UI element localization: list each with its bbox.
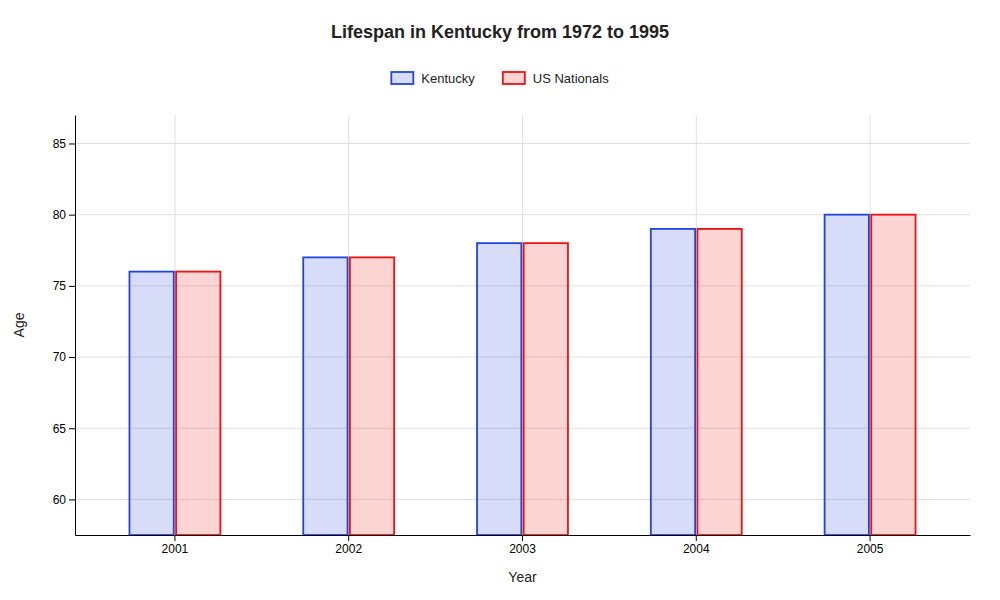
bar bbox=[524, 243, 568, 535]
x-tick-label: 2005 bbox=[857, 542, 884, 556]
plot-area: 2001 2002 2003 2004 2005 60 65 70 75 80 85 bbox=[53, 115, 971, 556]
y-tick-mark bbox=[69, 428, 75, 429]
chart-svg: 2001 2002 2003 2004 2005 60 65 70 75 80 85 Year Age L… bbox=[0, 0, 1000, 600]
x-tick-mark bbox=[696, 535, 697, 541]
y-tick-mark bbox=[69, 143, 75, 144]
y-tick: 60 bbox=[53, 493, 75, 507]
x-tick: 2002 bbox=[335, 535, 362, 556]
y-tick-label: 80 bbox=[53, 208, 67, 222]
y-tick: 80 bbox=[53, 208, 75, 222]
bar-series bbox=[176, 215, 915, 535]
x-tick-mark bbox=[870, 535, 871, 541]
y-tick-mark bbox=[69, 499, 75, 500]
bar bbox=[871, 215, 915, 535]
bar bbox=[825, 215, 869, 535]
grid bbox=[75, 115, 970, 535]
y-tick-label: 60 bbox=[53, 493, 67, 507]
chart-container: 2001 2002 2003 2004 2005 60 65 70 75 80 85 Year Age L… bbox=[0, 0, 1000, 600]
y-axis-line bbox=[75, 116, 76, 536]
y-tick: 75 bbox=[53, 279, 75, 293]
x-tick: 2004 bbox=[683, 535, 710, 556]
y-tick: 70 bbox=[53, 350, 75, 364]
y-tick: 65 bbox=[53, 422, 75, 436]
legend-label: US Nationals bbox=[533, 71, 609, 86]
legend: Kentucky US Nationals bbox=[391, 71, 609, 86]
bar bbox=[303, 257, 347, 535]
y-tick: 85 bbox=[53, 137, 75, 151]
y-axis: 60 65 70 75 80 85 bbox=[53, 116, 76, 536]
bar bbox=[350, 257, 394, 535]
x-tick-label: 2003 bbox=[509, 542, 536, 556]
legend-swatch bbox=[391, 72, 413, 84]
y-tick-label: 70 bbox=[53, 350, 67, 364]
y-tick-label: 85 bbox=[53, 137, 67, 151]
bar bbox=[129, 272, 173, 535]
y-tick-label: 75 bbox=[53, 279, 67, 293]
x-tick-mark bbox=[522, 535, 523, 541]
bar-series bbox=[129, 215, 868, 535]
y-tick-label: 65 bbox=[53, 422, 67, 436]
x-tick-mark bbox=[348, 535, 349, 541]
x-axis-title: Year bbox=[508, 569, 537, 585]
y-tick-mark bbox=[69, 286, 75, 287]
y-axis-title: Age bbox=[11, 312, 27, 337]
x-tick-label: 2002 bbox=[335, 542, 362, 556]
x-tick: 2005 bbox=[857, 535, 884, 556]
x-tick: 2003 bbox=[509, 535, 536, 556]
y-tick-mark bbox=[69, 357, 75, 358]
x-tick-label: 2004 bbox=[683, 542, 710, 556]
bars bbox=[129, 215, 915, 535]
bar bbox=[651, 229, 695, 535]
x-tick-mark bbox=[174, 535, 175, 541]
y-tick-mark bbox=[69, 215, 75, 216]
legend-item: Kentucky bbox=[391, 71, 475, 86]
x-tick: 2001 bbox=[162, 535, 189, 556]
x-tick-label: 2001 bbox=[162, 542, 189, 556]
chart-title: Lifespan in Kentucky from 1972 to 1995 bbox=[331, 22, 669, 42]
legend-item: US Nationals bbox=[503, 71, 609, 86]
legend-swatch bbox=[503, 72, 525, 84]
x-axis: 2001 2002 2003 2004 2005 bbox=[76, 535, 971, 556]
legend-label: Kentucky bbox=[421, 71, 475, 86]
bar bbox=[176, 272, 220, 535]
bar bbox=[477, 243, 521, 535]
bar bbox=[697, 229, 741, 535]
